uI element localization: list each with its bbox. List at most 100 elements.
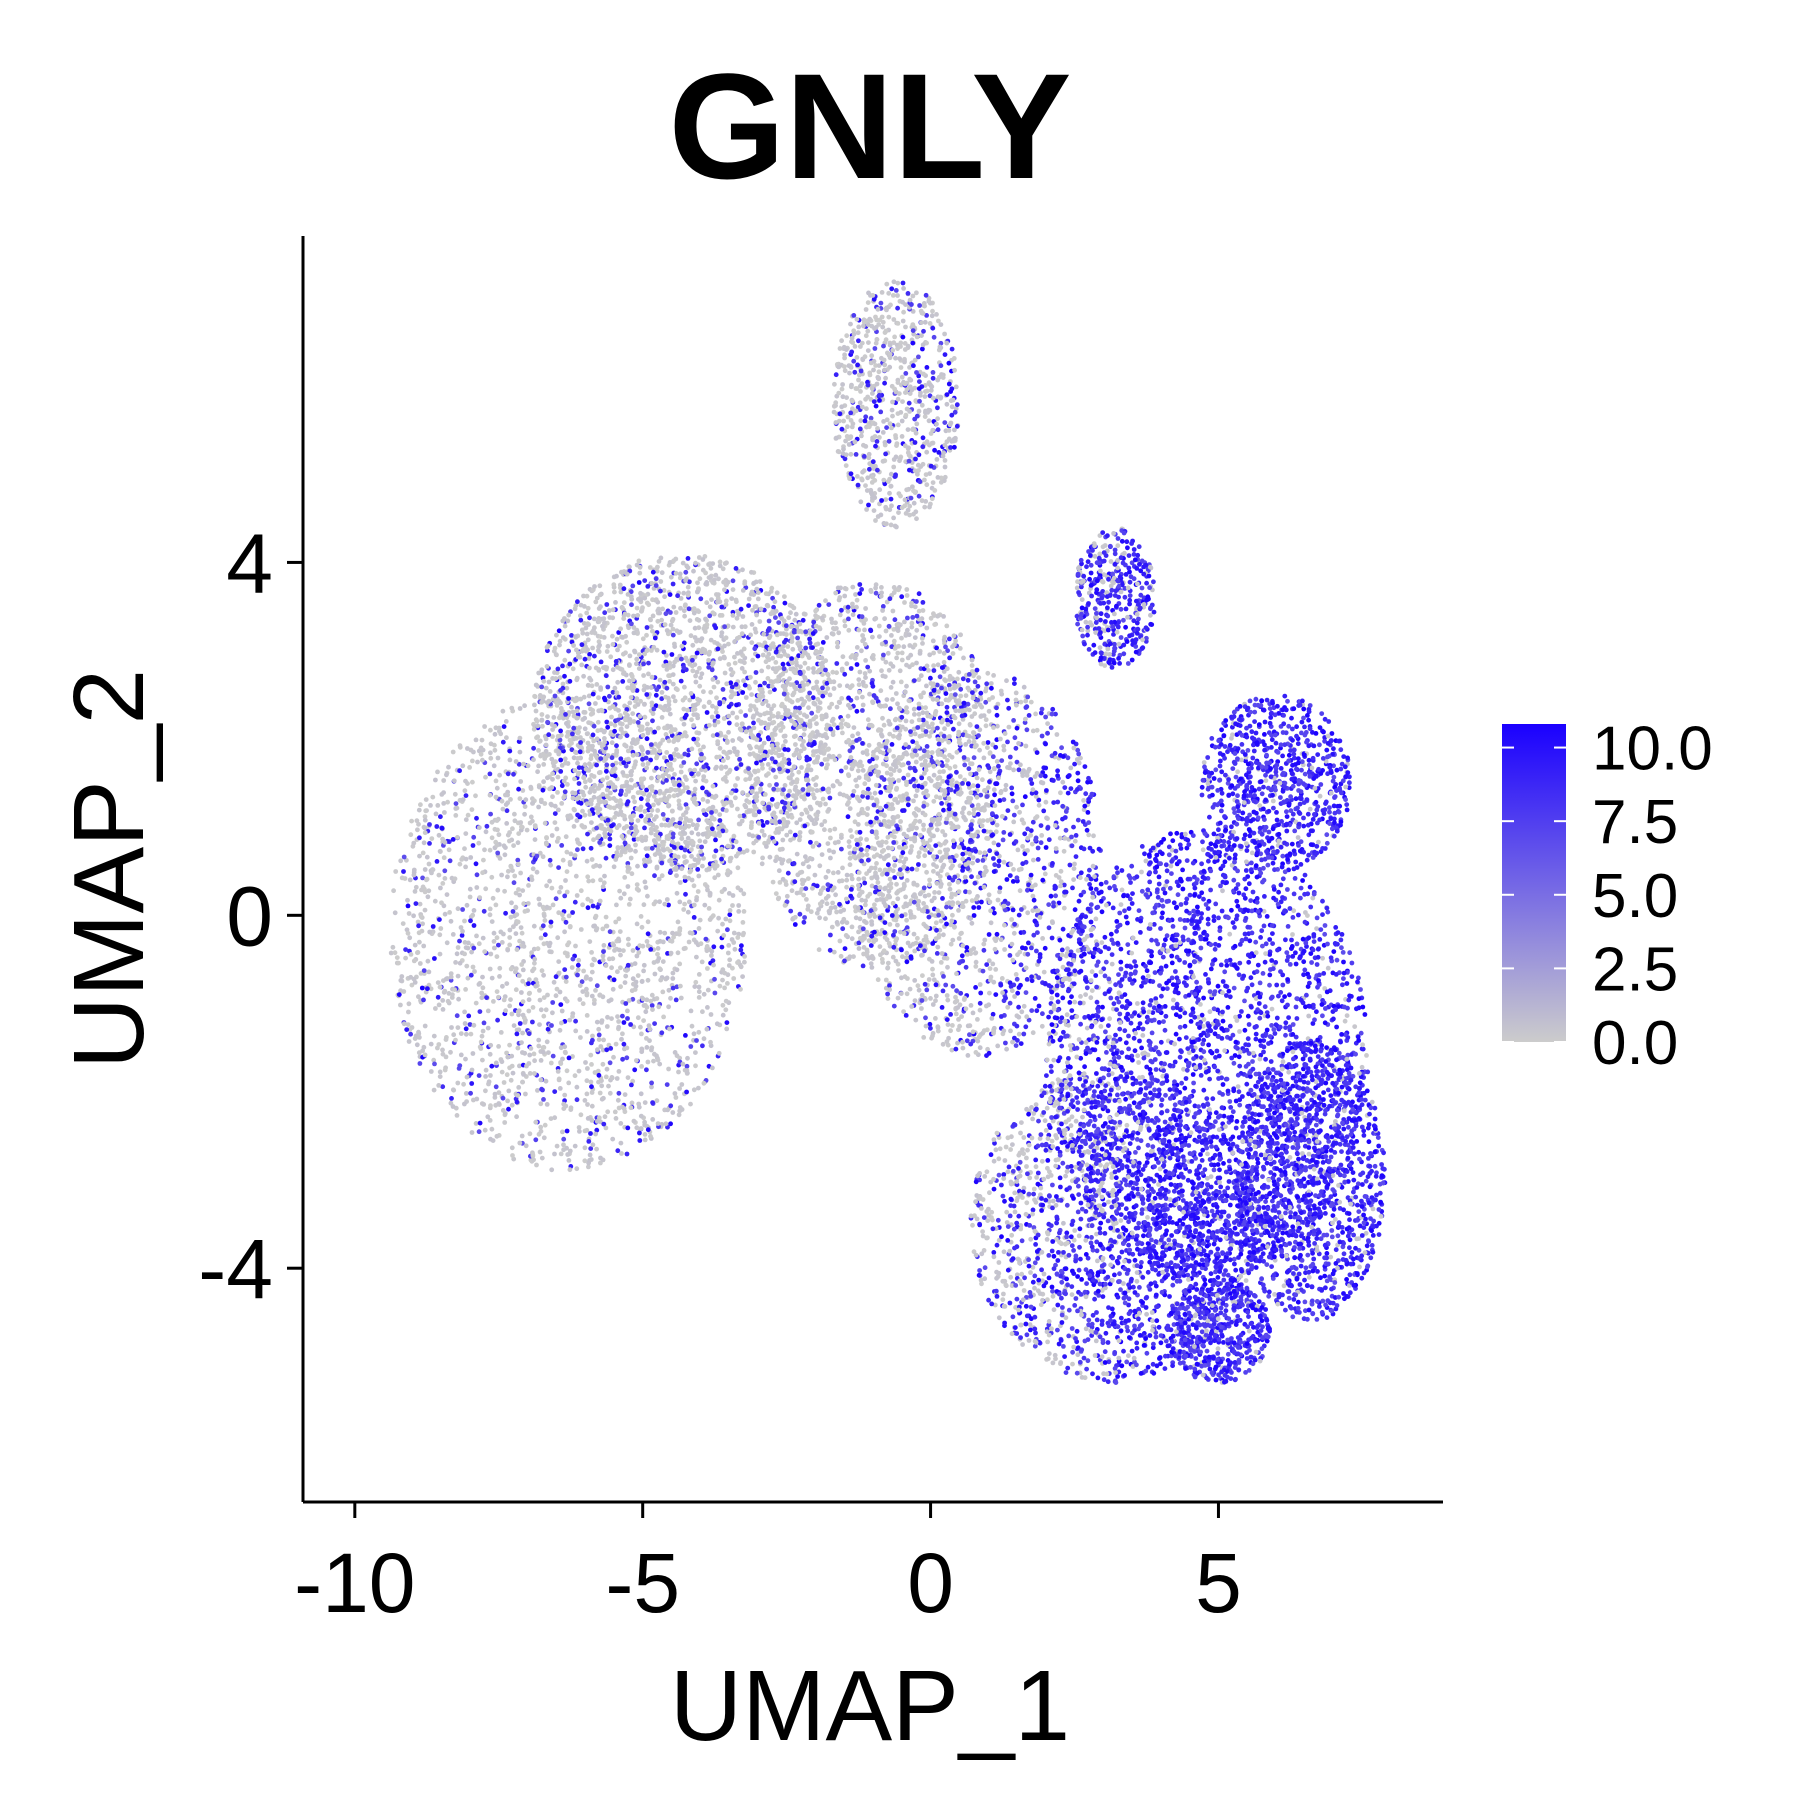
cell-point [728, 799, 734, 805]
cell-point [739, 943, 744, 949]
cell-point [802, 726, 807, 732]
cell-point [632, 649, 638, 655]
cell-point [548, 919, 554, 925]
cell-point [652, 971, 658, 977]
cell-point [596, 1079, 601, 1085]
cell-point [666, 902, 671, 908]
cell-point [683, 578, 688, 583]
cell-point [462, 918, 467, 924]
cell-point [552, 1115, 558, 1121]
cell-point [422, 1052, 428, 1058]
cell-point [641, 687, 647, 693]
cell-point [597, 642, 602, 648]
cell-point [474, 885, 480, 890]
cell-point [612, 1109, 618, 1115]
cell-point [587, 675, 592, 681]
cell-point [448, 971, 454, 976]
cell-point [597, 782, 603, 788]
cell-point [664, 797, 670, 802]
cell-point [908, 652, 914, 658]
cell-point [532, 1058, 537, 1064]
cell-point [501, 724, 507, 729]
cell-point [761, 832, 767, 838]
cell-point [544, 904, 550, 910]
cell-point [707, 574, 713, 580]
cell-point [409, 982, 415, 988]
cell-point [710, 703, 715, 709]
cell-point [687, 579, 692, 585]
cell-point [464, 902, 470, 908]
cell-point [582, 656, 588, 662]
cell-point [675, 593, 680, 599]
cell-point [930, 638, 936, 644]
cell-point [603, 1125, 609, 1131]
cell-point [597, 1090, 603, 1096]
cell-point [533, 983, 539, 989]
cell-point [661, 649, 667, 655]
cell-point [806, 705, 811, 711]
cell-point [850, 584, 856, 590]
cell-point [446, 764, 451, 770]
cell-point [618, 965, 623, 971]
cell-point [648, 742, 654, 747]
cell-point [575, 654, 581, 660]
cell-point [639, 1046, 645, 1052]
cell-point [584, 1029, 590, 1034]
cell-point [634, 688, 640, 693]
cell-point [550, 902, 556, 908]
cell-point [474, 1096, 480, 1102]
cell-point [552, 811, 558, 816]
cell-point [657, 610, 663, 616]
cell-point [564, 889, 570, 895]
cell-point [576, 957, 582, 963]
cell-point [903, 718, 909, 724]
cell-point [591, 794, 597, 800]
cell-point [596, 1026, 602, 1032]
cell-point [584, 801, 590, 807]
cell-point [806, 666, 811, 671]
cell-point [614, 850, 620, 855]
cell-point [524, 1063, 529, 1069]
cell-point [517, 796, 523, 801]
cell-point [562, 616, 567, 621]
cell-point [543, 685, 549, 691]
cell-point [579, 789, 584, 795]
cell-point [644, 939, 650, 944]
cell-point [482, 1127, 488, 1133]
cell-point [626, 942, 631, 948]
cell-point [527, 1131, 533, 1137]
cell-point [615, 679, 621, 685]
cell-point [572, 776, 577, 782]
cell-point [753, 629, 759, 635]
cell-point [456, 1066, 462, 1071]
cell-point [616, 1090, 622, 1096]
cell-point [654, 814, 659, 820]
cell-point [589, 753, 594, 758]
cell-point [507, 1042, 512, 1048]
cell-point [586, 1164, 591, 1170]
cell-point [463, 1031, 469, 1037]
cell-point [604, 1047, 610, 1053]
cell-point [660, 812, 666, 817]
cell-point [623, 650, 628, 656]
cell-point [704, 600, 710, 606]
cell-point [532, 702, 537, 708]
cell-point [604, 762, 610, 768]
cell-point [714, 695, 719, 701]
cell-point [619, 1036, 624, 1042]
cell-point [715, 928, 721, 934]
cell-point [649, 1047, 654, 1053]
cell-point [726, 641, 731, 647]
cell-point [538, 1007, 544, 1013]
cell-point [419, 985, 425, 991]
cell-point [696, 857, 702, 863]
cell-point [746, 799, 752, 805]
cell-point [532, 823, 538, 828]
cell-point [592, 748, 597, 754]
cell-point [820, 685, 825, 691]
cell-point [653, 899, 658, 905]
cell-point [823, 916, 828, 922]
cell-point [501, 1080, 507, 1085]
cell-point [767, 689, 773, 695]
cell-point [927, 877, 932, 883]
